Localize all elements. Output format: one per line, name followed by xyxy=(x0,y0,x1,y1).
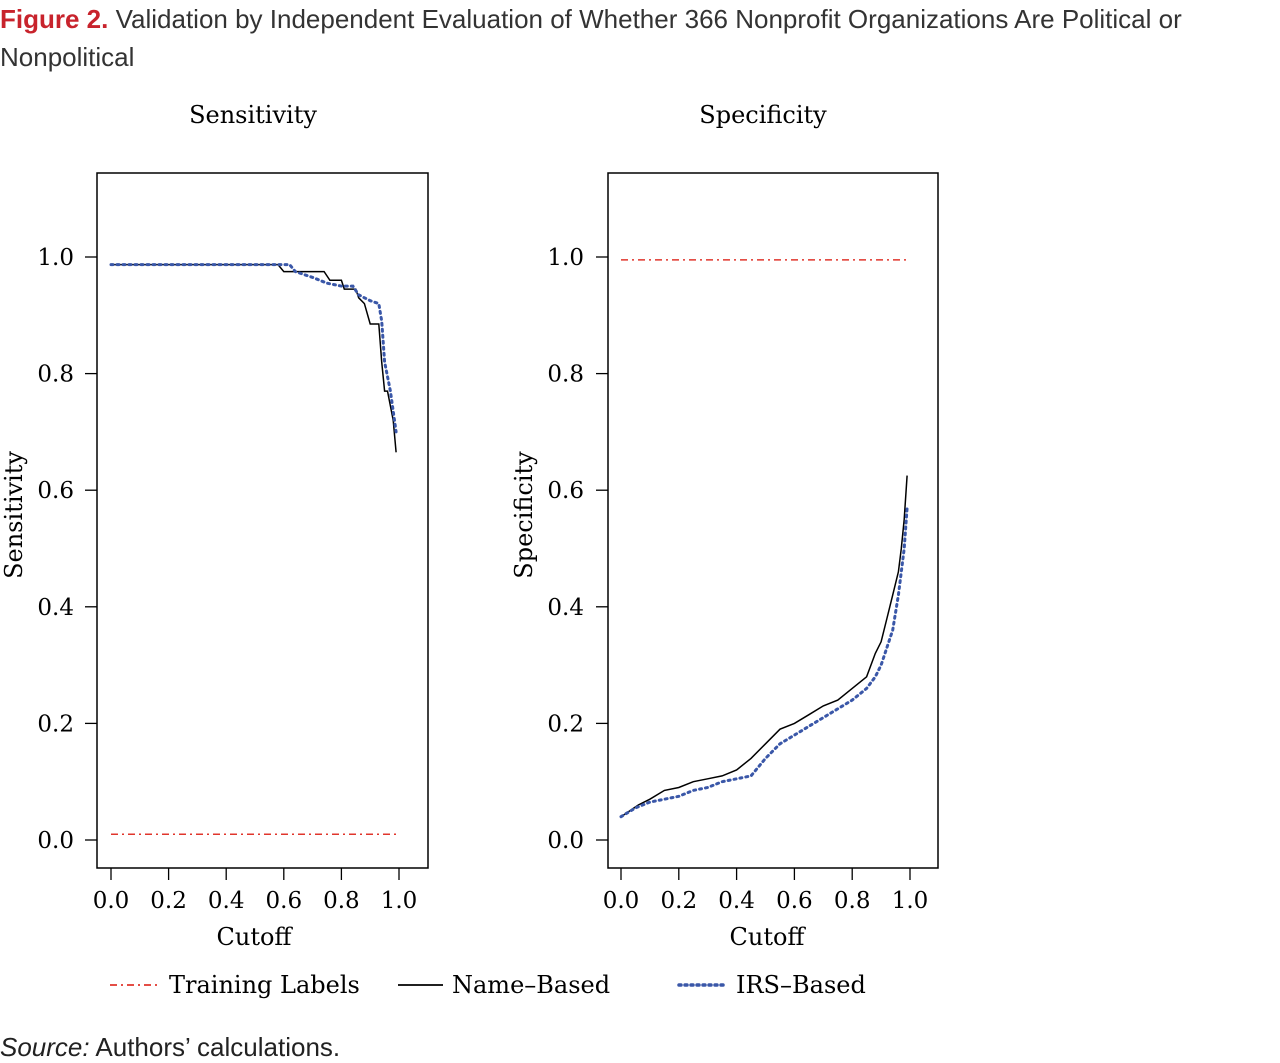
y-tick-label: 0.6 xyxy=(37,478,74,504)
x-tick-label: 0.2 xyxy=(150,888,187,914)
legend-label: Name–Based xyxy=(452,971,610,999)
specificity-panel: Specificity Cutoff Specificity 0.0 0.2 0.4… xyxy=(510,101,939,951)
x-tick-label: 1.0 xyxy=(381,888,418,914)
figure-label: Figure 2. xyxy=(0,4,109,34)
x-tick-label: 0.6 xyxy=(266,888,303,914)
y-tick-label: 1.0 xyxy=(547,245,584,271)
x-tick-label: 0.8 xyxy=(323,888,360,914)
y-tick-label: 0.4 xyxy=(547,595,584,621)
figure-caption: Figure 2. Validation by Independent Eval… xyxy=(0,0,1280,76)
figure-title: Validation by Independent Evaluation of … xyxy=(0,4,1182,72)
y-tick-label: 0.4 xyxy=(37,595,74,621)
y-axis-ticks: 0.0 0.2 0.4 0.6 0.8 1.0 xyxy=(37,245,97,854)
legend-item-name-based: Name–Based xyxy=(398,971,610,999)
y-tick-label: 0.2 xyxy=(37,711,74,737)
x-axis-ticks: 0.0 0.2 0.4 0.6 0.8 1.0 xyxy=(93,868,418,914)
series-line-irs-based xyxy=(109,263,398,434)
y-tick-label: 0.0 xyxy=(37,828,74,854)
y-axis-ticks: 0.0 0.2 0.4 0.6 0.8 1.0 xyxy=(547,245,608,854)
y-tick-label: 0.0 xyxy=(547,828,584,854)
y-tick-label: 0.2 xyxy=(547,711,584,737)
x-tick-label: 0.2 xyxy=(661,888,698,914)
series-lines xyxy=(109,263,398,835)
y-tick-label: 1.0 xyxy=(37,245,74,271)
x-tick-label: 0.0 xyxy=(603,888,640,914)
source-label: Source: xyxy=(0,1032,90,1062)
legend: Training Labels Name–Based IRS–Based xyxy=(110,971,866,999)
panel-title: Specificity xyxy=(699,101,827,129)
x-tick-label: 0.6 xyxy=(776,888,813,914)
source-note: Source: Authors’ calculations. xyxy=(0,1032,340,1063)
legend-item-irs-based: IRS–Based xyxy=(677,971,866,999)
plot-frame xyxy=(607,172,939,869)
x-tick-label: 0.4 xyxy=(718,888,755,914)
series-lines xyxy=(619,259,909,819)
legend-label: Training Labels xyxy=(169,971,360,999)
series-line-name-based xyxy=(620,475,908,818)
series-line-name-based xyxy=(111,263,397,453)
x-axis-label: Cutoff xyxy=(217,923,294,951)
x-tick-label: 0.0 xyxy=(93,888,130,914)
y-tick-label: 0.8 xyxy=(547,362,584,388)
x-axis-label: Cutoff xyxy=(730,923,807,951)
x-axis-ticks: 0.0 0.2 0.4 0.6 0.8 1.0 xyxy=(603,868,929,914)
legend-item-training-labels: Training Labels xyxy=(110,971,360,999)
y-tick-label: 0.8 xyxy=(37,362,74,388)
source-text: Authors’ calculations. xyxy=(95,1032,341,1062)
y-tick-label: 0.6 xyxy=(547,478,584,504)
y-axis-label: Specificity xyxy=(510,451,538,579)
legend-label: IRS–Based xyxy=(736,971,866,999)
plot-frame xyxy=(96,172,429,869)
x-tick-label: 0.4 xyxy=(208,888,245,914)
y-axis-label: Sensitivity xyxy=(0,451,28,579)
series-line-irs-based xyxy=(619,506,909,819)
sensitivity-panel: Sensitivity Cutoff Sensitivity 0.0 0.2 0.4… xyxy=(0,101,429,951)
panel-title: Sensitivity xyxy=(189,101,317,129)
x-tick-label: 1.0 xyxy=(892,888,929,914)
x-tick-label: 0.8 xyxy=(834,888,871,914)
